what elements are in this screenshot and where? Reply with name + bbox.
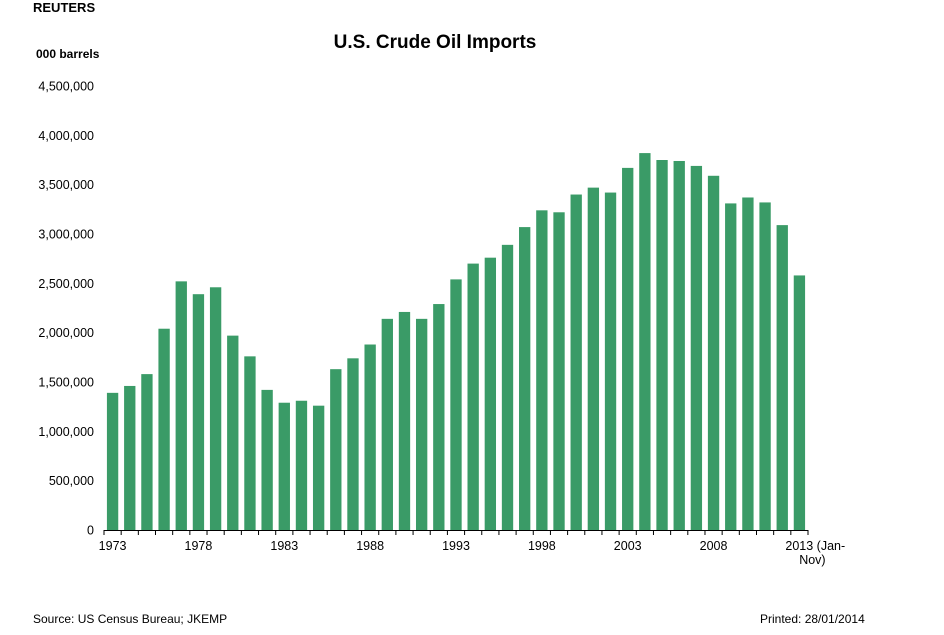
x-tick-label: 2008 [700, 539, 728, 553]
x-tick-label: 1988 [356, 539, 384, 553]
bar-1997 [519, 227, 531, 530]
bar-1974 [124, 385, 136, 530]
bar-2006 [673, 160, 685, 531]
y-tick-label: 4,500,000 [38, 80, 94, 94]
x-axis: 1973 1978 1983 1988 1993 1998 2003 2008 2013 (Ja… [99, 530, 845, 567]
bar-2003 [622, 167, 634, 530]
bar-1976 [158, 328, 170, 530]
y-tick-label: 4,000,000 [38, 129, 94, 143]
bars-group [106, 153, 806, 531]
bar-2004 [639, 153, 651, 530]
bar-2000 [570, 194, 582, 530]
bar-2001 [587, 187, 600, 530]
bar-1988 [364, 344, 376, 530]
unit-label: 000 barrels [36, 47, 100, 61]
x-tick-label: 1973 [99, 539, 127, 553]
bar-1995 [484, 257, 497, 530]
bar-1975 [141, 374, 153, 530]
x-tick-label: 2003 [614, 539, 642, 553]
bar-2005 [656, 160, 668, 530]
bar-2012 [776, 225, 788, 530]
bar-1992 [433, 304, 445, 530]
bar-1987 [347, 358, 359, 530]
y-tick-label: 2,000,000 [38, 326, 94, 340]
y-tick-label: 500,000 [49, 474, 94, 488]
bar-1980 [227, 335, 239, 530]
bar-1996 [501, 244, 514, 530]
bar-2002 [604, 192, 617, 530]
bar-2013-jan-nov- [793, 275, 806, 530]
bar-1993 [450, 279, 462, 530]
bar-1994 [467, 263, 479, 530]
y-axis: 0 500,000 1,000,000 1,500,000 2,000,000 2,500… [38, 80, 94, 538]
y-tick-label: 1,500,000 [38, 376, 94, 390]
bar-1979 [209, 287, 222, 530]
brand-label: REUTERS [33, 0, 96, 15]
bar-2010 [742, 197, 754, 531]
x-tick-label: 1998 [528, 539, 556, 553]
bar-1998 [536, 210, 548, 530]
bar-2009 [725, 203, 737, 530]
bar-1973 [106, 392, 119, 530]
y-tick-label: 3,000,000 [38, 228, 94, 242]
y-tick-label: 0 [87, 524, 94, 538]
bar-2011 [759, 202, 771, 530]
bar-1981 [244, 356, 256, 530]
bar-2008 [707, 175, 720, 531]
x-tick-label: Nov) [799, 553, 825, 567]
bar-1990 [398, 311, 411, 530]
y-tick-label: 2,500,000 [38, 277, 94, 291]
bar-1984 [295, 400, 308, 530]
bar-2007 [690, 165, 703, 531]
y-tick-label: 1,000,000 [38, 425, 94, 439]
bar-1983 [278, 402, 290, 530]
x-tick-label: 1983 [270, 539, 298, 553]
bar-1999 [553, 212, 565, 531]
bar-1977 [175, 281, 187, 530]
y-tick-label: 3,500,000 [38, 178, 94, 192]
source-note: Source: US Census Bureau; JKEMP [33, 612, 228, 626]
x-tick-label: 1993 [442, 539, 470, 553]
x-tick-label: 1978 [185, 539, 213, 553]
bar-1991 [415, 318, 428, 530]
bar-1986 [330, 369, 342, 530]
bar-1989 [381, 318, 393, 530]
bar-1978 [192, 294, 205, 530]
x-tick-label: 2013 (Jan- [785, 539, 845, 553]
chart-title: U.S. Crude Oil Imports [333, 32, 537, 53]
printed-date: Printed: 28/01/2014 [760, 612, 865, 626]
bar-1985 [312, 405, 325, 530]
bar-1982 [261, 389, 273, 530]
